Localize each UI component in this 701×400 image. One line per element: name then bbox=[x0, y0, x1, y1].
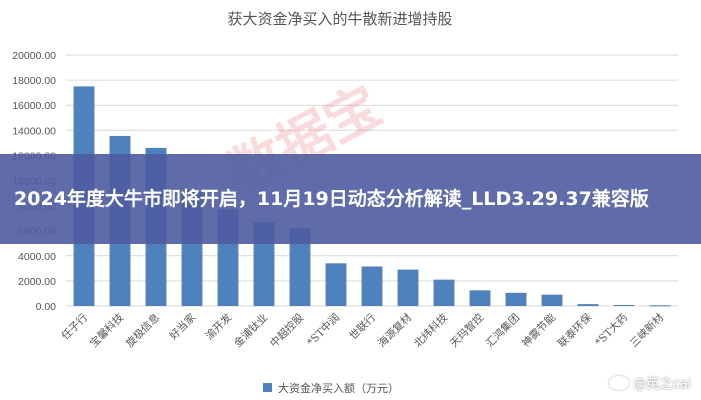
x-category-label: 好当家 bbox=[167, 311, 199, 343]
bar bbox=[577, 304, 599, 306]
legend-label: 大资金净买入额（万元） bbox=[278, 381, 399, 395]
x-category-label: 宝馨科技 bbox=[87, 311, 126, 350]
x-category-label: *ST中润 bbox=[304, 311, 342, 349]
y-tick-label: 4000.00 bbox=[18, 251, 56, 263]
x-category-label: 世联行 bbox=[347, 311, 379, 343]
x-category-label: 天玛智控 bbox=[447, 311, 486, 350]
x-category-label: 渝开发 bbox=[203, 311, 235, 343]
x-category-label: 海源复材 bbox=[375, 311, 414, 350]
x-category-label: 联泰环保 bbox=[555, 311, 594, 350]
credit-text: @英之cai bbox=[633, 377, 691, 392]
legend-swatch bbox=[263, 383, 272, 392]
bar bbox=[649, 305, 671, 307]
x-category-label: 三峡新材 bbox=[627, 311, 666, 350]
legend: 大资金净买入额（万元） bbox=[263, 381, 399, 395]
x-category-label: 汇鸿集团 bbox=[483, 311, 522, 350]
chart-title: 获大资金净买入的牛散新进增持股 bbox=[227, 10, 452, 28]
bar bbox=[469, 290, 491, 306]
y-tick-label: 14000.00 bbox=[12, 125, 56, 137]
bar bbox=[433, 279, 455, 306]
bar bbox=[613, 304, 635, 306]
weibo-eye-icon bbox=[609, 375, 630, 390]
x-category-label: 神雾节能 bbox=[519, 311, 558, 350]
x-category-label: *ST大药 bbox=[592, 311, 630, 349]
bar bbox=[289, 228, 311, 306]
bar bbox=[541, 294, 563, 306]
source-credit: @英之cai bbox=[609, 373, 691, 392]
x-category-label: 中超控股 bbox=[267, 311, 306, 350]
y-tick-label: 18000.00 bbox=[12, 75, 56, 87]
bar bbox=[397, 269, 419, 306]
headline-text: 2024年度大牛市即将开启，11月19日动态分析解读_LLD3.29.37兼容版 bbox=[14, 188, 649, 210]
bar bbox=[361, 266, 383, 306]
y-tick-label: 2000.00 bbox=[18, 276, 56, 288]
x-category-label: 任子行 bbox=[59, 311, 91, 343]
y-tick-label: 16000.00 bbox=[12, 100, 56, 112]
x-category-label: 旋极信息 bbox=[123, 311, 162, 350]
x-category-label: 金浦钛业 bbox=[231, 311, 270, 350]
bar bbox=[505, 292, 527, 306]
x-category-label: 北纬科技 bbox=[411, 311, 450, 350]
y-tick-label: 0.00 bbox=[36, 301, 57, 313]
y-tick-label: 20000.00 bbox=[12, 50, 56, 62]
headline-banner: 2024年度大牛市即将开启，11月19日动态分析解读_LLD3.29.37兼容版 bbox=[0, 154, 701, 244]
bar bbox=[325, 263, 347, 306]
